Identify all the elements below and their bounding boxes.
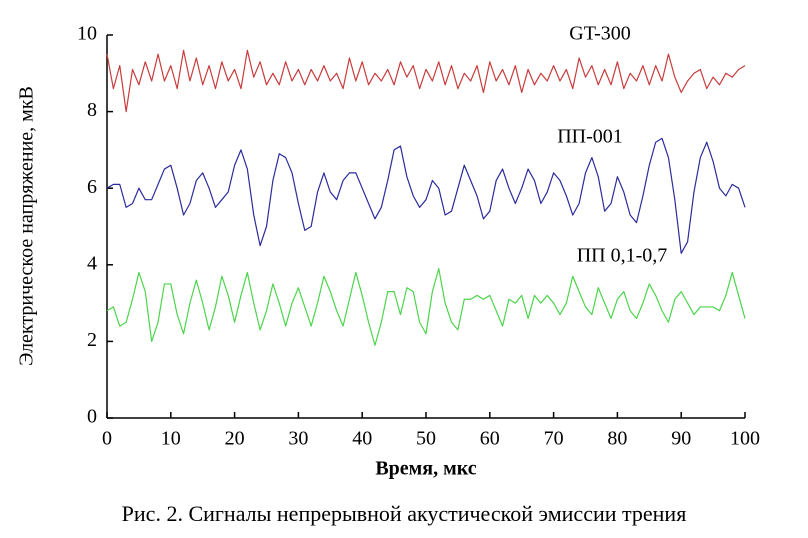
x-tick-label: 20 [225, 428, 245, 450]
x-tick-label: 70 [544, 428, 564, 450]
series-label: ПП 0,1-0,7 [577, 245, 668, 267]
x-tick-label: 10 [161, 428, 181, 450]
y-axis-label: Электрическое напряжение, мкВ [16, 86, 38, 366]
series-label: GT-300 [569, 23, 630, 45]
x-tick-label: 0 [102, 428, 112, 450]
x-tick-label: 90 [671, 428, 691, 450]
series-line [106, 49, 746, 113]
x-tick-label: 80 [607, 428, 627, 450]
y-tick-label: 4 [87, 252, 97, 274]
caption: Рис. 2. Сигналы непрерывной акустической… [122, 501, 687, 526]
x-tick-label: 30 [288, 428, 308, 450]
x-tick-label: 40 [352, 428, 372, 450]
x-tick-label: 60 [480, 428, 500, 450]
y-tick-label: 2 [87, 329, 97, 351]
y-tick-label: 6 [87, 176, 97, 198]
y-tick-label: 8 [87, 99, 97, 121]
x-tick-label: 50 [416, 428, 436, 450]
series-line [106, 268, 746, 346]
y-tick-label: 10 [77, 23, 97, 45]
series-line [106, 137, 746, 254]
x-axis-label: Время, мкс [375, 458, 476, 480]
x-tick-label: 100 [730, 428, 760, 450]
y-tick-label: 0 [87, 406, 97, 428]
series-label: ПП-001 [557, 126, 623, 148]
